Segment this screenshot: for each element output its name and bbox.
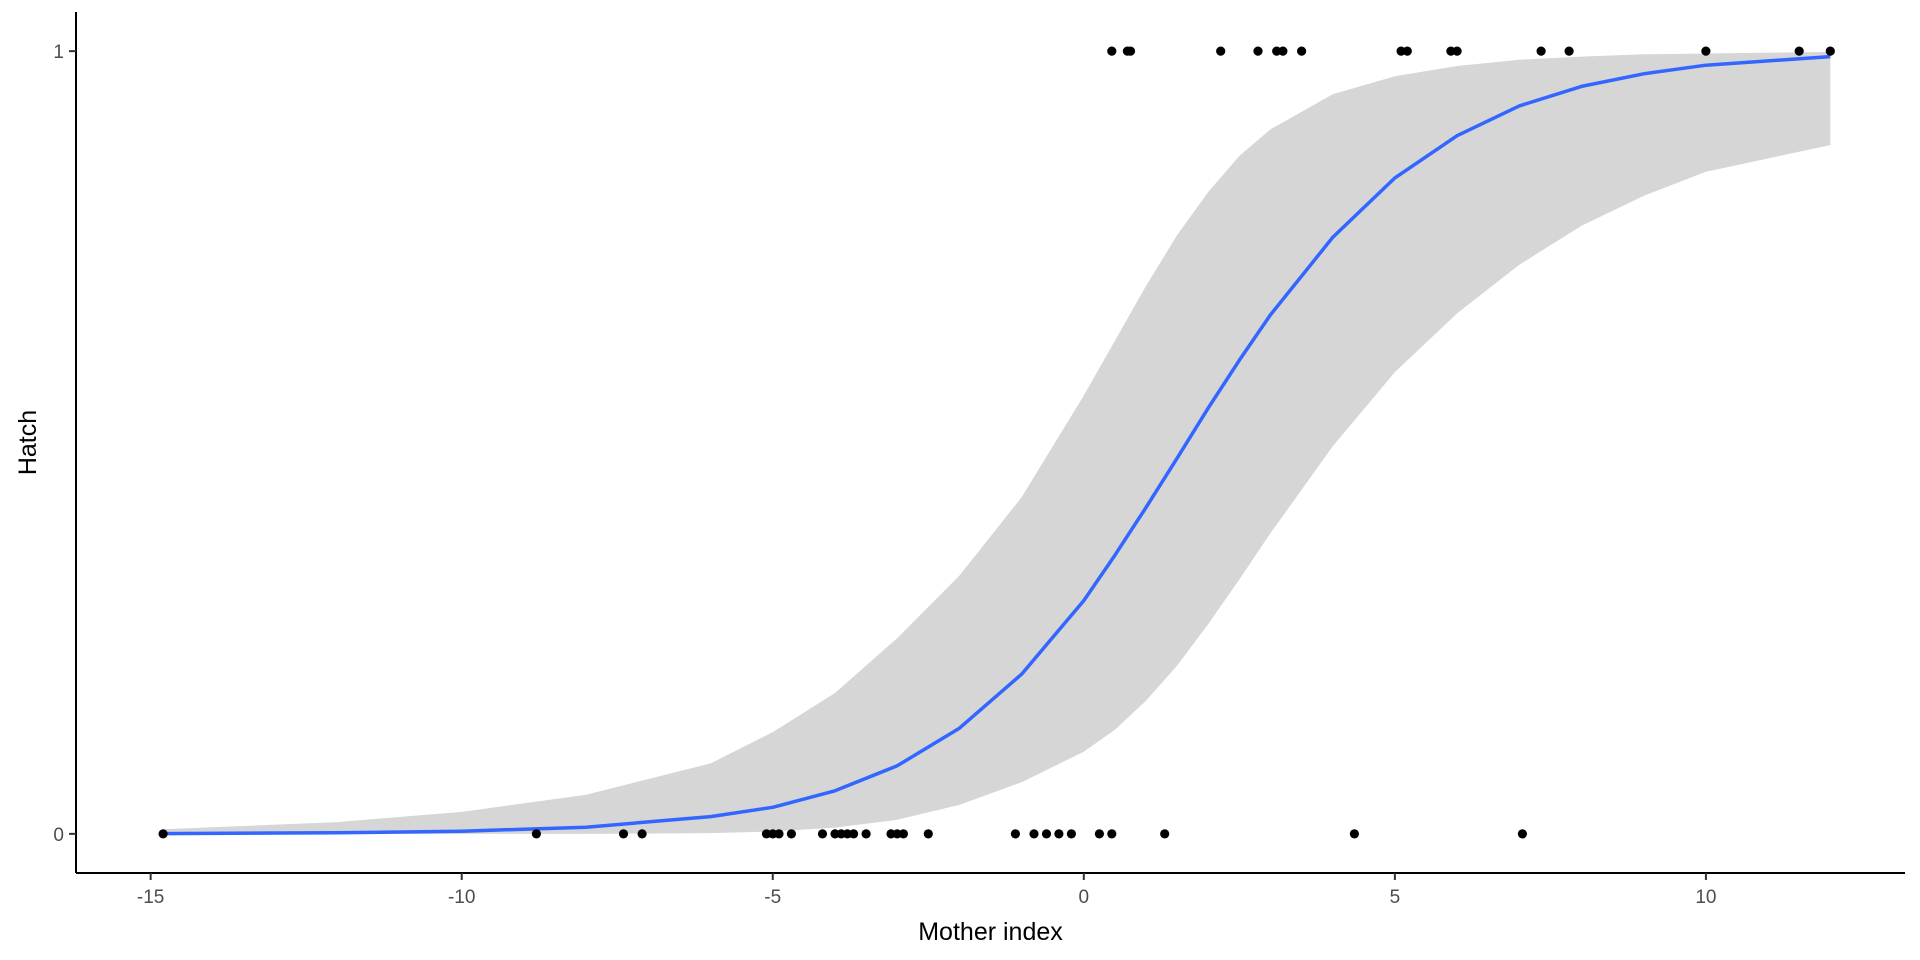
data-point xyxy=(531,829,542,839)
data-point xyxy=(1029,829,1039,839)
data-point xyxy=(1701,46,1711,56)
data-point xyxy=(1349,829,1359,839)
x-axis-ticks: -15 -10 -5 0 5 10 xyxy=(137,873,1716,908)
data-point xyxy=(1402,46,1412,56)
points-layer xyxy=(158,46,1835,839)
y-axis-ticks: 01 xyxy=(53,42,76,846)
data-point xyxy=(1125,46,1136,56)
fit-line-layer xyxy=(163,54,1831,836)
y-tick-label: 1 xyxy=(53,42,64,63)
data-point xyxy=(898,829,909,839)
x-tick-label: -10 xyxy=(448,887,475,908)
y-axis-title: Hatch xyxy=(14,410,42,475)
data-point xyxy=(1825,46,1835,56)
data-point xyxy=(1107,46,1117,56)
data-point xyxy=(761,829,772,839)
data-point xyxy=(1107,829,1117,839)
x-tick-label: 0 xyxy=(1079,887,1090,908)
data-point xyxy=(1278,46,1288,56)
data-point xyxy=(618,829,629,839)
data-point xyxy=(861,829,871,839)
data-point xyxy=(1794,46,1804,56)
x-tick-label: 10 xyxy=(1695,887,1716,908)
y-tick-label: 0 xyxy=(53,825,64,846)
x-tick-label: -5 xyxy=(764,887,781,908)
data-point xyxy=(1564,46,1574,56)
data-point xyxy=(817,829,828,839)
data-point xyxy=(1452,46,1462,56)
data-point xyxy=(1253,46,1263,56)
data-point xyxy=(1160,829,1170,839)
data-point xyxy=(786,829,797,839)
data-point xyxy=(1216,46,1226,56)
data-point xyxy=(1517,829,1527,839)
data-point xyxy=(1010,829,1021,839)
fit-line xyxy=(163,54,1831,836)
data-point xyxy=(849,829,859,839)
data-point xyxy=(1094,829,1104,839)
data-point xyxy=(1297,46,1307,56)
data-point xyxy=(1041,829,1052,839)
data-point xyxy=(774,829,784,839)
data-point xyxy=(923,829,933,839)
confidence-band xyxy=(163,51,1831,834)
x-tick-label: 5 xyxy=(1390,887,1401,908)
data-point xyxy=(158,829,168,839)
x-tick-label: -15 xyxy=(137,887,164,908)
data-point xyxy=(1536,46,1546,56)
data-point xyxy=(637,829,647,839)
data-point xyxy=(1054,829,1064,839)
confidence-band-layer xyxy=(163,51,1831,834)
x-axis-title: Mother index xyxy=(918,918,1063,946)
data-point xyxy=(1066,829,1076,839)
